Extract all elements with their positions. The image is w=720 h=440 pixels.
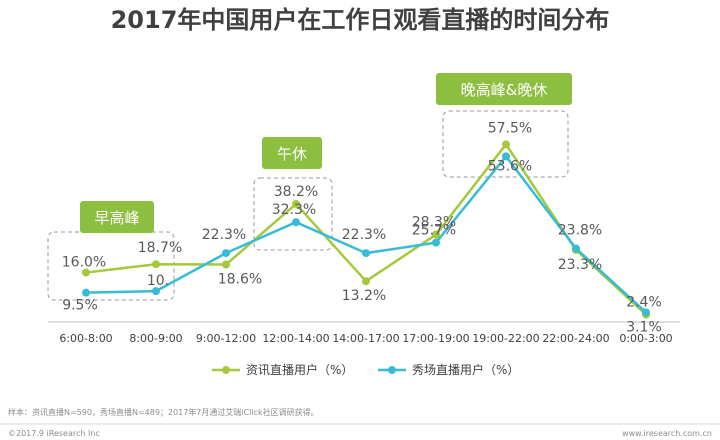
annotation-tag xyxy=(436,73,572,105)
annotation-tag xyxy=(80,201,154,233)
series-2-data-label: 10. xyxy=(147,273,169,289)
series-2-data-label: 32.3% xyxy=(272,202,316,218)
series-1-data-label: 16.0% xyxy=(62,255,106,271)
x-tick-label: 6:00-8:00 xyxy=(59,332,112,345)
annotation-tag-label: 晚高峰&晚休 xyxy=(461,81,548,99)
x-tick-label: 8:00-9:00 xyxy=(129,332,182,345)
annotation-tag-label: 午休 xyxy=(277,145,307,163)
series-2-data-label: 9.5% xyxy=(62,298,98,314)
x-tick-label: 12:00-14:00 xyxy=(262,332,329,345)
series-1-data-label: 28.3% xyxy=(412,215,456,231)
footer-copyright: ©2017.9 iResearch Inc xyxy=(8,429,100,438)
annotation-box xyxy=(442,110,569,178)
x-tick-labels: 6:00-8:00 8:00-9:00 9:00-12:00 12:00-14:00 1… xyxy=(59,332,672,345)
x-tick-label: 17:00-19:00 xyxy=(402,332,469,345)
x-tick-label: 19:00-22:00 xyxy=(472,332,539,345)
series-2-point xyxy=(502,152,510,161)
series-2-point xyxy=(222,249,230,258)
series-2-point xyxy=(152,287,160,296)
series-1-data-label: 2.4% xyxy=(626,295,662,311)
footnote: 样本：资讯直播N=590，秀场直播N=489；2017年7月通过艾瑞iClick… xyxy=(8,407,319,417)
series-2-data-label: 53.6% xyxy=(488,158,532,174)
legend-item-series-1: 资讯直播用户（%） xyxy=(212,362,353,377)
series-2-point xyxy=(82,288,90,297)
x-tick-label: 9:00-12:00 xyxy=(196,332,256,345)
legend: 资讯直播用户（%） 秀场直播用户（%） xyxy=(212,362,519,377)
legend-swatch-marker xyxy=(388,366,396,374)
legend-label-series-2: 秀场直播用户（%） xyxy=(412,362,519,377)
x-tick-label: 14:00-17:00 xyxy=(332,332,399,345)
series-2-data-label: 22.3% xyxy=(202,227,246,243)
x-tick-label: 0:00-3:00 xyxy=(619,332,672,345)
series-2-point xyxy=(572,244,580,253)
series-1-point xyxy=(82,268,90,277)
series-1-data-label: 38.2% xyxy=(274,184,318,200)
legend-label-series-1: 资讯直播用户（%） xyxy=(246,362,353,377)
series-2-data-label: 23.8% xyxy=(558,222,602,238)
series-1-data-label: 13.2% xyxy=(342,288,386,304)
annotation-tag xyxy=(262,137,322,169)
series-2-point xyxy=(292,218,300,227)
annotation-box xyxy=(253,177,333,251)
series-1-point xyxy=(222,260,230,269)
series-1-point xyxy=(362,277,370,286)
data-labels: 16.0% 18.7% 18.6% 38.2% 13.2% 28.3% 57.5% 23.3%… xyxy=(62,120,662,335)
series-1-point xyxy=(432,230,440,239)
footer-website: www.iresearch.com.cn xyxy=(622,429,712,438)
series-2-point xyxy=(432,238,440,247)
series-2-data-label: 3.1% xyxy=(626,319,662,335)
series-1-data-label: 57.5% xyxy=(488,120,532,136)
series-2-data-label: 22.3% xyxy=(342,227,386,243)
series-2-data-label: 25.7% xyxy=(412,223,456,239)
legend-swatch-marker xyxy=(222,366,230,374)
legend-item-series-2: 秀场直播用户（%） xyxy=(378,362,519,377)
series-layer xyxy=(82,140,650,319)
series-1-point xyxy=(152,260,160,269)
series-1-data-label: 18.6% xyxy=(218,272,262,288)
series-1-point xyxy=(502,140,510,149)
series-2-point xyxy=(362,249,370,258)
series-1-data-label: 23.3% xyxy=(558,257,602,273)
x-tick-label: 22:00-24:00 xyxy=(542,332,609,345)
annotation-tag-label: 早高峰 xyxy=(94,209,139,227)
annotation-layer: 早高峰 午休 晚高峰&晚休 xyxy=(47,73,572,301)
series-1-point xyxy=(292,199,300,208)
series-1-data-label: 18.7% xyxy=(138,240,182,256)
chart-title: 2017年中国用户在工作日观看直播的时间分布 xyxy=(111,6,610,34)
series-2-point xyxy=(642,308,650,317)
